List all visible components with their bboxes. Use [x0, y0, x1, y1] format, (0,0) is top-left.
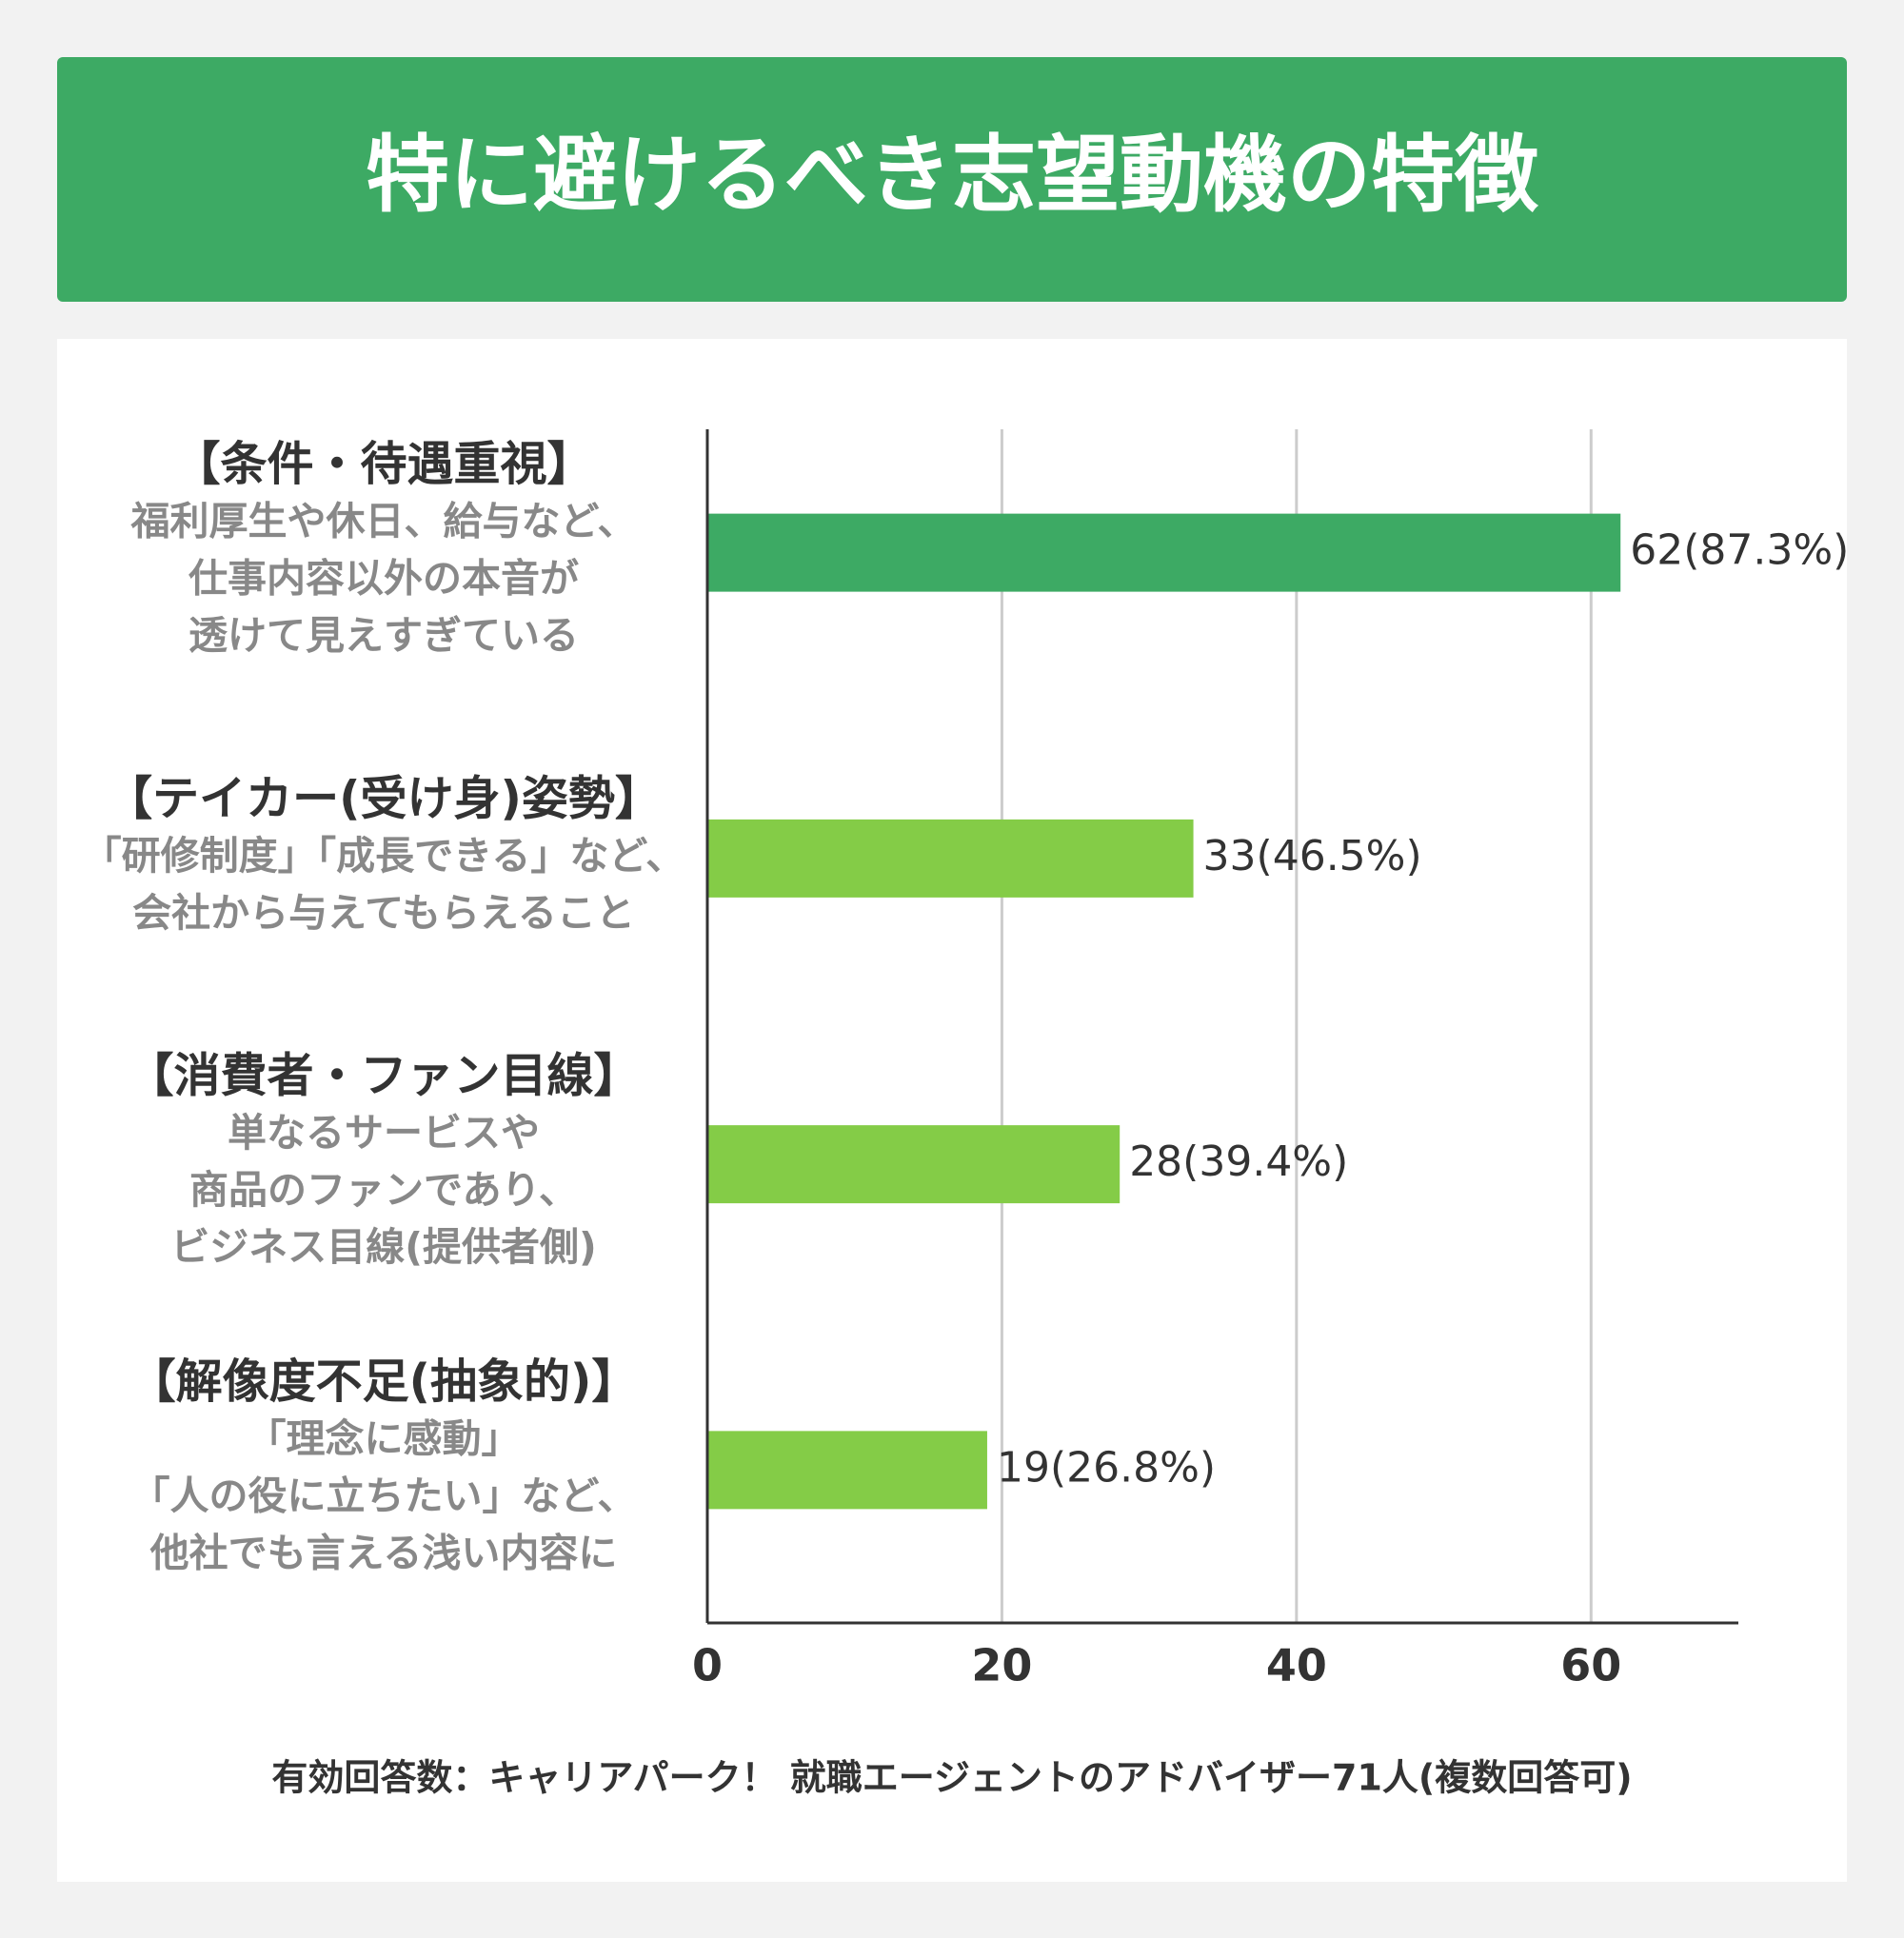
- category-description: 仕事内容以外の本音が: [188, 556, 579, 602]
- category-description: 「理念に感動」: [248, 1415, 521, 1461]
- category-description: 会社から与えてもらえること: [132, 890, 635, 936]
- category-heading: 【解像度不足(抽象的)】: [129, 1355, 639, 1409]
- bar: [707, 819, 1194, 898]
- chart-panel: [57, 339, 1847, 1882]
- category-description: 「研修制度」「成長できる」など、: [83, 833, 685, 879]
- category-heading: 【条件・待遇重視】: [173, 437, 593, 491]
- category-description: 単なるサービスや: [228, 1110, 540, 1156]
- category-description: 商品のファンであり、: [189, 1167, 578, 1213]
- category-description: ビジネス目線(提供者側): [170, 1224, 596, 1270]
- category-description: 「人の役に立ちたい」など、: [131, 1473, 637, 1518]
- value-label: 19(26.8%): [997, 1443, 1216, 1492]
- category-heading: 【テイカー(受け身)姿勢】: [106, 771, 662, 825]
- footnote: 有効回答数：キャリアパーク！ 就職エージェントのアドバイザー71人(複数回答可): [271, 1757, 1632, 1799]
- category-description: 他社でも言える浅い内容に: [149, 1530, 618, 1575]
- value-label: 28(39.4%): [1129, 1137, 1348, 1186]
- bar: [707, 1431, 987, 1510]
- bar: [707, 1125, 1121, 1204]
- x-tick-label: 40: [1266, 1640, 1327, 1691]
- category-description: 福利厚生や休日、給与など、: [130, 499, 637, 544]
- category-description: 透けて見えすぎている: [188, 613, 579, 659]
- x-tick-label: 0: [692, 1640, 723, 1691]
- bar: [707, 513, 1621, 592]
- header-banner: [57, 57, 1847, 302]
- value-label: 33(46.5%): [1203, 832, 1422, 880]
- x-tick-label: 20: [971, 1640, 1032, 1691]
- x-tick-label: 60: [1560, 1640, 1621, 1691]
- chart-title: 特に避けるべき志望動機の特徴: [366, 126, 1539, 224]
- category-heading: 【消費者・ファン目線】: [127, 1049, 640, 1103]
- value-label: 62(87.3%): [1630, 526, 1849, 575]
